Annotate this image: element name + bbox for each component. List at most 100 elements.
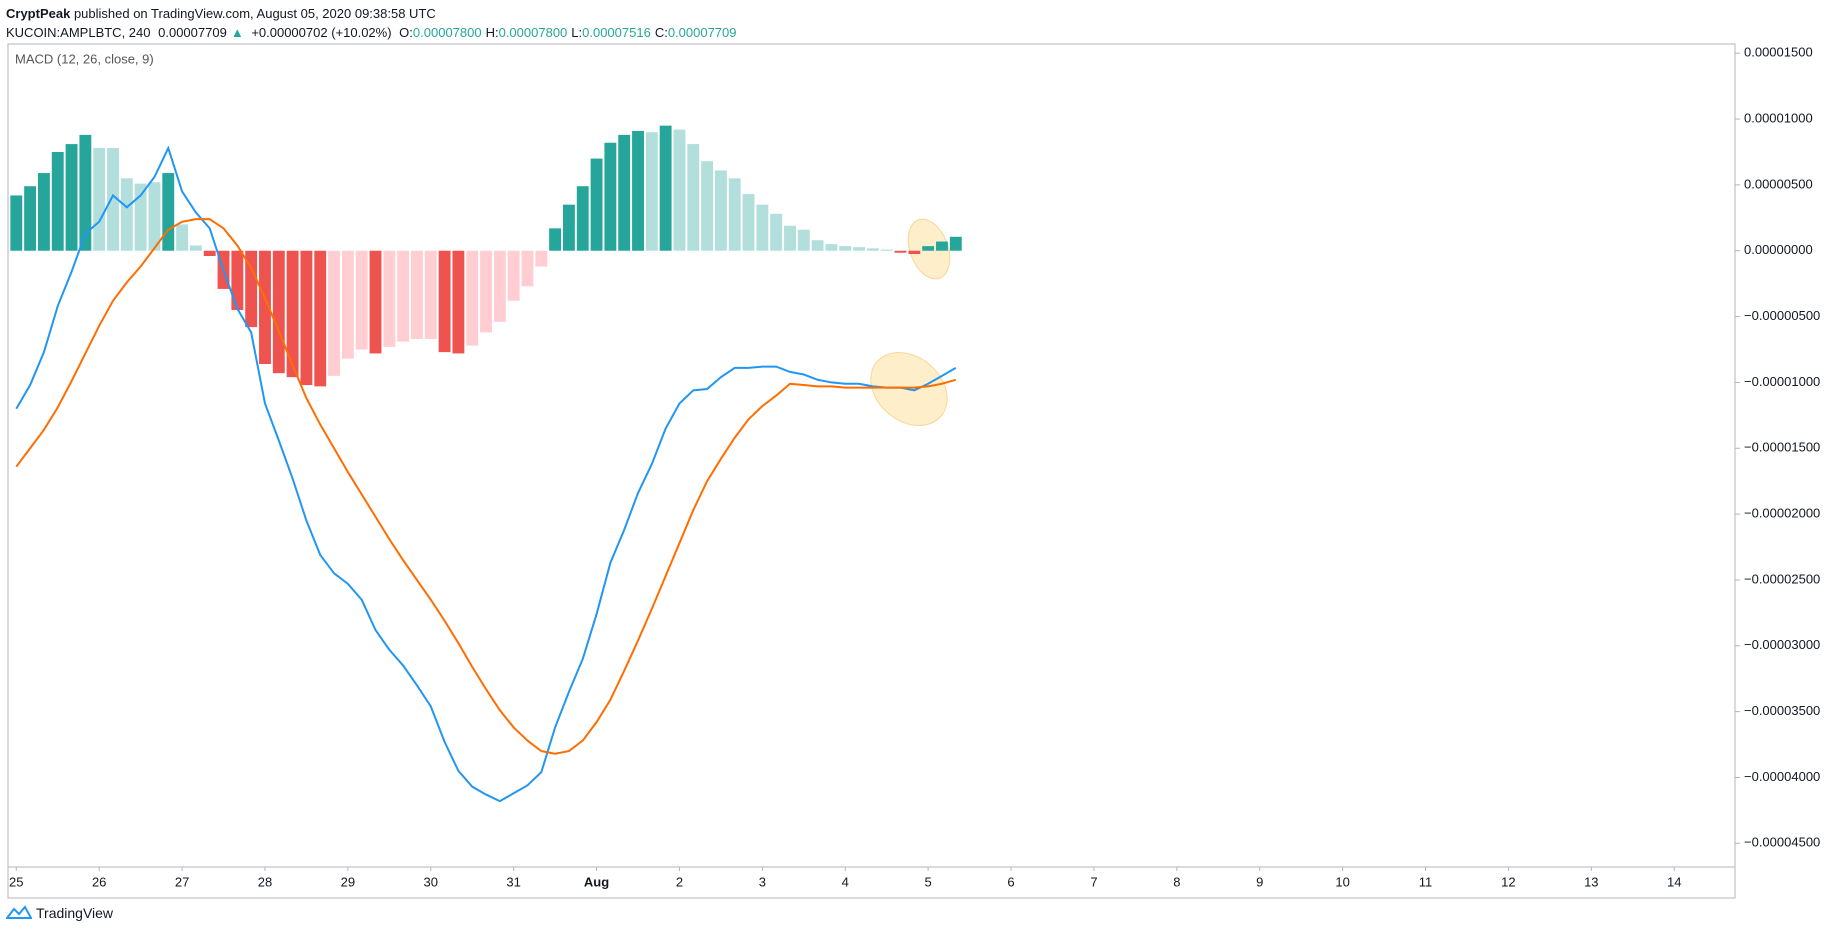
histogram-bar [535,250,548,267]
histogram-bar [797,229,810,251]
histogram-bar [148,182,161,251]
indicator-title: MACD (12, 26, close, 9) [15,51,154,66]
y-tick-label: −0.00001500 [1744,440,1820,455]
x-tick-label: 25 [9,874,23,889]
histogram-bar [894,250,907,253]
y-tick-label: 0.00001000 [1744,110,1813,125]
histogram-bar [728,178,741,251]
histogram-bar [825,244,838,251]
histogram-bar [839,246,852,251]
histogram-bar [438,250,451,353]
histogram-bar [259,250,271,364]
histogram-bar [51,151,64,251]
x-tick-label: 11 [1419,874,1433,889]
histogram-bar [576,186,589,251]
ohlc-value: 0.00007709 [667,25,737,40]
ohlc-label: H: [485,25,499,40]
histogram-bar [176,224,189,251]
ohlc-label: L: [571,25,583,40]
histogram-bar [341,250,354,359]
line-series [15,218,957,755]
ohlc-value: 0.00007800 [498,25,568,40]
x-tick-label: 2 [676,874,683,889]
histogram-bar [507,250,520,301]
x-tick-label: 6 [1007,874,1014,889]
histogram-bar [189,245,202,251]
chart: MACD (12, 26, close, 9) 0.00001500 0.0000… [7,43,1820,899]
histogram-bar [949,236,962,251]
x-tick-label: 7 [1090,874,1097,889]
histogram-bar [397,250,410,342]
histogram-bar [714,170,727,251]
histogram-bar [203,250,216,257]
histogram-bar [369,250,382,354]
line-series [15,145,957,803]
histogram-bar [784,225,796,251]
logo [6,905,32,919]
y-tick-label: −0.00004000 [1744,769,1820,784]
y-tick-label: −0.00001000 [1744,374,1820,389]
histogram-bar [742,194,755,251]
histogram-bar [79,134,92,251]
y-tick-label: 0.00001500 [1744,45,1813,60]
histogram-bar [65,144,78,251]
ohlc-value: 0.00007516 [582,25,651,40]
publish-line: CryptPeak published on TradingView.com, … [6,4,741,23]
y-tick-label: −0.00003500 [1744,703,1820,718]
arrow: ▲ [230,25,244,40]
histogram-bar [120,178,133,251]
histogram-bar [328,250,340,376]
histogram-bar [93,148,106,251]
histogram-bar [521,250,534,287]
symbol: KUCOIN:AMPLBTC, 240 [6,25,151,40]
histogram-bar [866,248,879,251]
published: published on TradingView.com, August 05,… [73,6,436,21]
y-tick-label: −0.00002000 [1744,506,1820,521]
histogram-bar [424,250,437,339]
histogram-bar [632,130,644,251]
histogram-bar [687,144,700,251]
histogram-bar [811,240,824,251]
histogram-bar [245,250,258,328]
histogram-bar [701,161,714,251]
histogram-bar [466,250,479,346]
histogram-bar [618,134,631,251]
x-tick-label: 12 [1501,874,1515,889]
histogram-bar [452,250,465,354]
histogram-bar [590,158,603,251]
y-tick-label: −0.00004500 [1744,835,1820,850]
quote-line: KUCOIN:AMPLBTC, 240 0.00007709 ▲ +0.00000… [6,23,741,42]
histogram-bar [562,204,575,251]
histogram-bar [880,249,893,251]
histogram-bar [134,183,147,251]
histogram-bar [272,250,285,374]
x-tick-label: 13 [1584,874,1598,889]
histogram-bar [107,148,119,251]
author: CryptPeak [6,6,71,21]
histogram-bar [645,132,658,251]
histogram-bar [10,195,23,251]
histogram-bar [231,250,244,310]
ohlc-label: C: [654,25,668,40]
histogram-bar [411,250,423,339]
x-tick-label: 9 [1256,874,1263,889]
histogram-bar [24,186,37,251]
histogram-bar [756,204,769,251]
x-tick-label: 4 [842,874,849,889]
histogram-bar [300,250,313,386]
x-tick-label: 8 [1173,874,1180,889]
x-tick-label: 5 [925,874,932,889]
change: +0.00000702 (+10.02%) [251,25,392,40]
last-price: 0.00007709 [158,25,227,40]
ohlc-value: 0.00007800 [412,25,482,40]
histogram-bar [549,228,562,251]
histogram-bar [355,250,368,350]
x-tick-label: 29 [341,874,355,889]
histogram-bar [383,250,396,347]
y-tick-label: −0.00003000 [1744,637,1820,652]
x-tick-label: 28 [258,874,272,889]
histogram-bar [314,250,327,387]
histogram-bar [908,250,921,255]
histogram-bar [922,246,935,251]
histogram-bar [659,125,672,251]
